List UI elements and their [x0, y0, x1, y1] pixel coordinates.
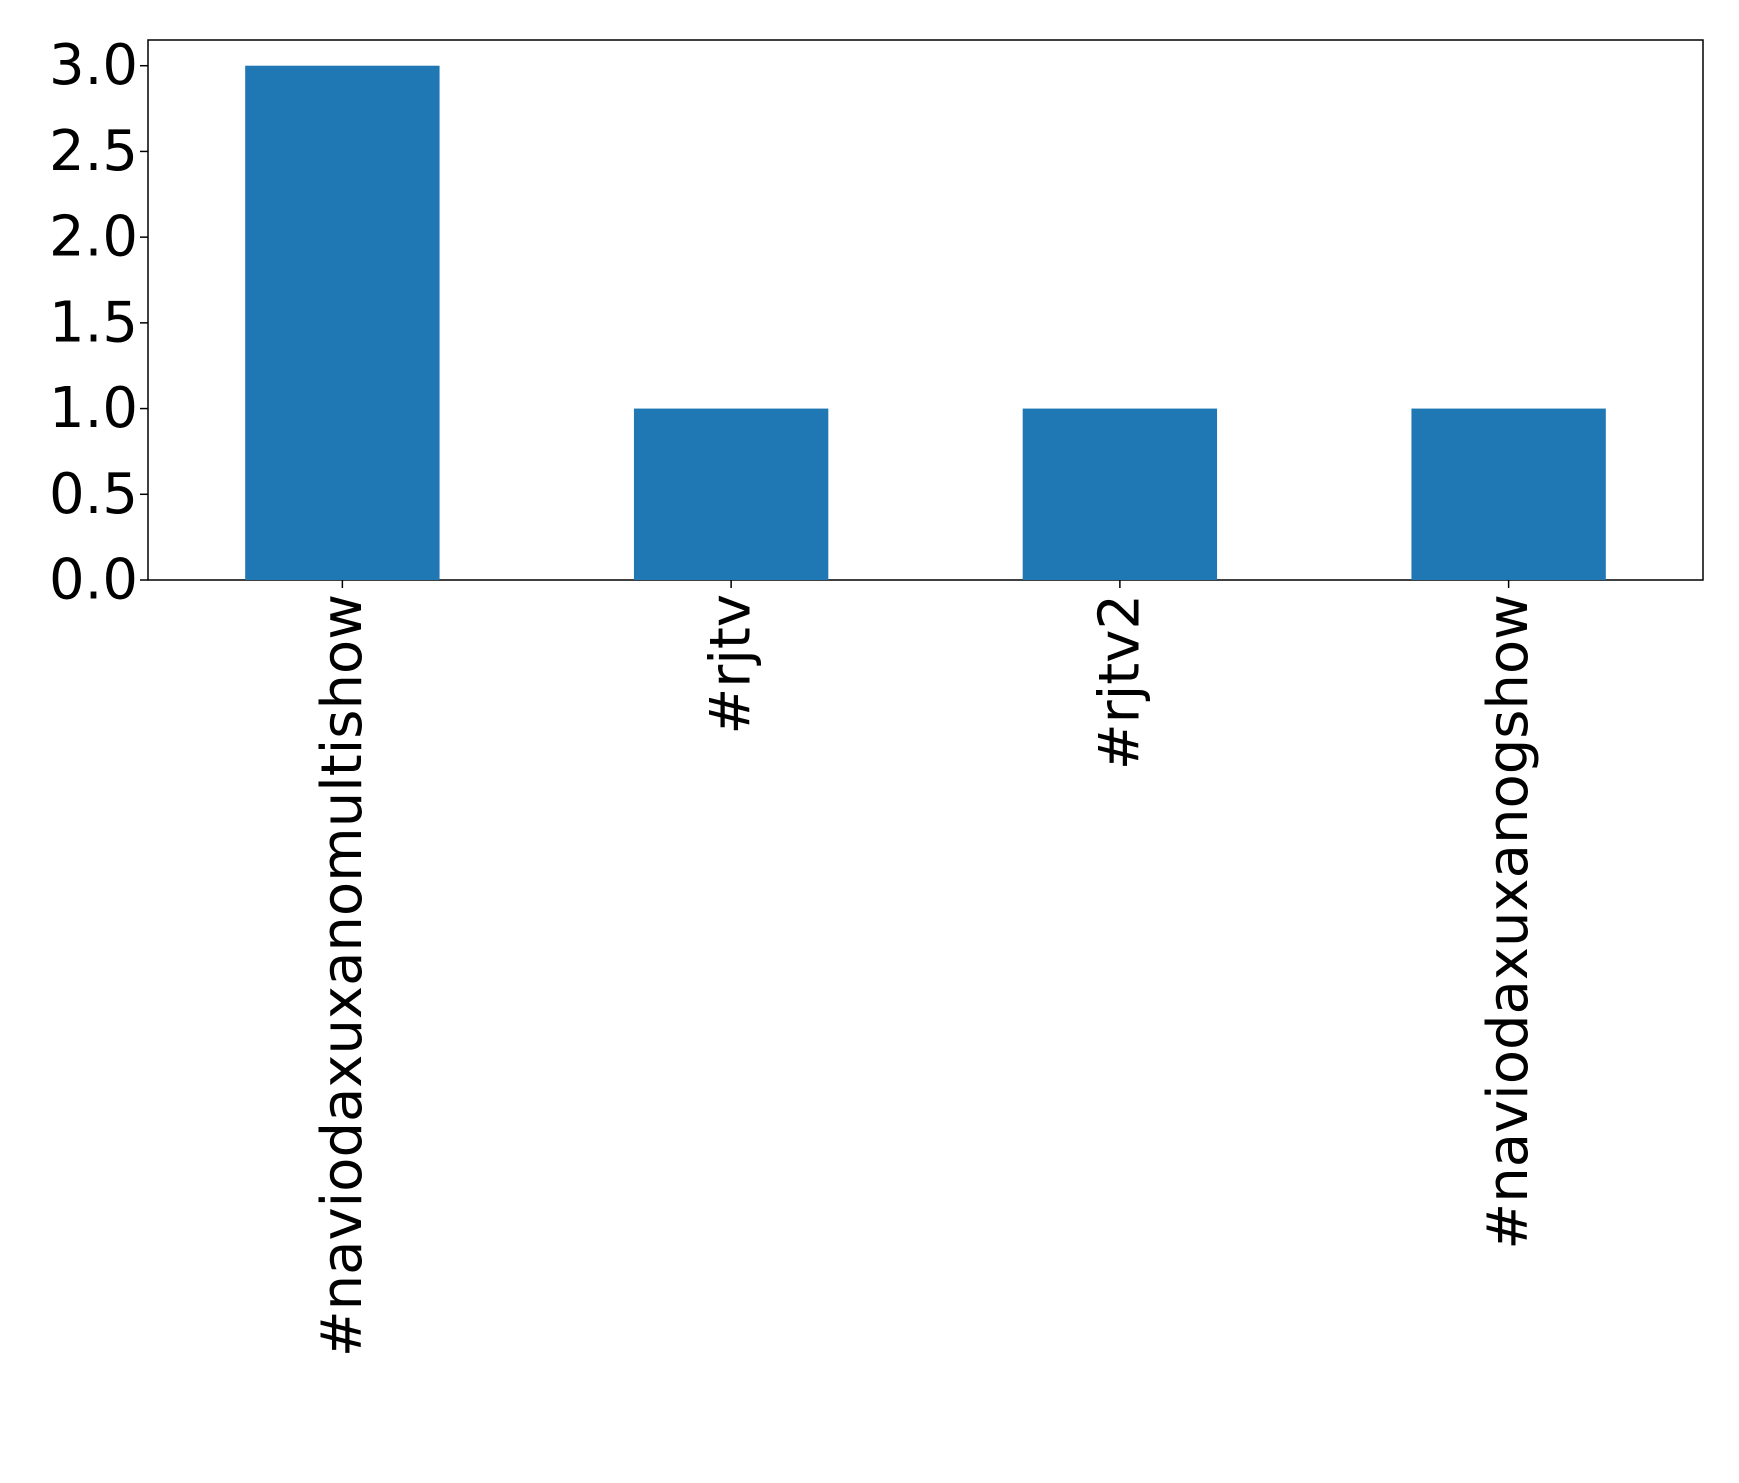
- bar: [245, 65, 440, 580]
- x-tick-label: #naviodaxuxanogshow: [1476, 594, 1541, 1250]
- plot-area: [147, 39, 1704, 581]
- y-tick-label: 1.0: [49, 376, 138, 441]
- x-axis: #naviodaxuxanomultishow #rjtv #rjtv2 #navio…: [310, 580, 1541, 1357]
- bar: [633, 408, 829, 580]
- x-tick-label: #naviodaxuxanomultishow: [310, 594, 375, 1357]
- bar-group: [245, 65, 1606, 580]
- y-tick-label: 0.0: [49, 548, 138, 613]
- y-axis: 0.0 0.5 1.0 1.5 2.0 2.5 3.0: [49, 33, 148, 613]
- x-tick-label: #rjtv: [699, 594, 764, 735]
- y-tick-label: 2.0: [49, 205, 138, 270]
- y-tick-label: 0.5: [49, 462, 138, 527]
- bar: [1411, 408, 1606, 580]
- y-tick-label: 1.5: [49, 290, 138, 355]
- x-tick-label: #rjtv2: [1087, 594, 1152, 770]
- bar: [1022, 408, 1218, 580]
- y-tick-label: 3.0: [49, 33, 138, 98]
- y-tick-label: 2.5: [49, 119, 138, 184]
